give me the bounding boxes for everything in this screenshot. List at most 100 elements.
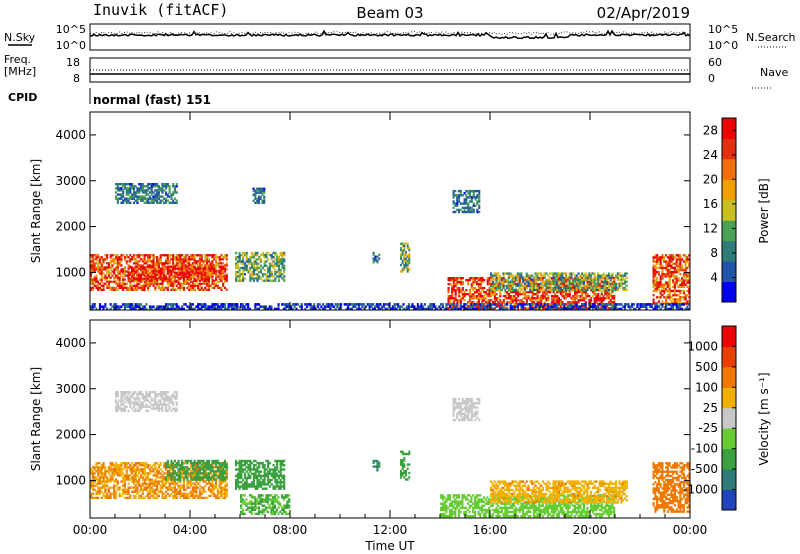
data-cell — [168, 271, 171, 274]
data-cell — [477, 285, 480, 288]
data-cell — [148, 258, 151, 261]
data-cell — [102, 305, 105, 308]
data-cell — [123, 474, 126, 477]
data-cell — [115, 286, 118, 289]
data-cell — [129, 260, 132, 263]
data-cell — [132, 256, 135, 259]
data-cell — [107, 266, 110, 269]
data-cell — [102, 478, 105, 481]
data-cell — [606, 307, 609, 310]
data-cell — [165, 275, 168, 278]
data-cell — [123, 278, 126, 281]
data-cell — [506, 291, 509, 294]
data-cell — [591, 272, 594, 275]
data-cell — [568, 280, 571, 283]
data-cell — [527, 282, 530, 285]
data-cell — [122, 278, 125, 281]
data-cell — [623, 272, 626, 275]
data-cell — [590, 286, 593, 289]
data-cell — [148, 187, 151, 190]
data-cell — [640, 303, 643, 306]
data-cell — [140, 468, 143, 471]
data-cell — [593, 288, 596, 291]
data-cell — [516, 288, 519, 291]
data-cell — [454, 279, 457, 282]
data-cell — [182, 288, 185, 291]
data-cell — [106, 286, 109, 289]
data-cell — [293, 303, 296, 306]
data-cell — [447, 303, 450, 306]
data-cell — [527, 303, 530, 306]
data-cell — [518, 274, 521, 277]
data-cell — [572, 280, 575, 283]
data-cell — [509, 297, 512, 300]
data-cell — [159, 488, 162, 491]
data-cell — [659, 256, 662, 259]
data-cell — [654, 268, 657, 272]
data-cell — [93, 262, 96, 265]
data-cell — [152, 258, 155, 261]
data-cell — [572, 285, 575, 288]
data-cell — [665, 300, 668, 303]
data-cell — [152, 496, 155, 499]
data-cell — [268, 305, 271, 308]
data-cell — [141, 187, 144, 190]
data-cell — [150, 271, 153, 274]
data-cell — [479, 303, 482, 306]
data-cell — [272, 256, 275, 259]
data-cell — [604, 282, 607, 285]
data-cell — [565, 285, 568, 288]
data-cell — [661, 285, 664, 288]
data-cell — [654, 287, 657, 291]
data-cell — [116, 305, 119, 308]
data-cell — [106, 280, 109, 283]
data-cell — [493, 274, 496, 277]
data-cell — [140, 470, 143, 473]
data-cell — [258, 256, 261, 259]
data-cell — [561, 280, 564, 283]
data-cell — [113, 474, 116, 477]
data-cell — [500, 280, 503, 283]
data-cell — [604, 291, 607, 294]
data-cell — [554, 299, 557, 302]
data-cell — [641, 303, 644, 306]
data-cell — [204, 266, 207, 269]
data-cell — [688, 289, 691, 293]
data-cell — [593, 280, 596, 283]
colorbar-tick-label: 12 — [703, 221, 718, 235]
data-cell — [532, 280, 535, 283]
data-cell — [451, 297, 454, 300]
data-cell — [115, 464, 118, 467]
data-cell — [98, 278, 101, 281]
data-cell — [123, 183, 126, 186]
data-cell — [295, 303, 298, 306]
data-cell — [652, 258, 655, 261]
data-cell — [236, 279, 239, 282]
data-cell — [679, 266, 682, 270]
data-cell — [256, 253, 259, 257]
data-cell — [132, 277, 135, 280]
data-cell — [279, 268, 282, 272]
data-cell — [93, 278, 96, 281]
data-cell — [482, 307, 485, 311]
data-cell — [681, 296, 684, 299]
data-cell — [584, 272, 587, 275]
data-cell — [497, 303, 500, 306]
data-cell — [456, 208, 459, 212]
data-cell — [318, 307, 321, 311]
data-cell — [141, 496, 144, 499]
data-cell — [478, 210, 481, 214]
data-cell — [251, 270, 254, 274]
data-cell — [154, 183, 157, 186]
data-cell — [132, 262, 135, 265]
data-cell — [515, 291, 518, 294]
data-cell — [478, 204, 481, 207]
data-cell — [161, 254, 164, 257]
data-cell — [161, 286, 164, 289]
data-cell — [154, 280, 157, 283]
data-cell — [572, 288, 575, 291]
data-cell — [474, 279, 477, 282]
data-cell — [123, 185, 126, 188]
data-cell — [618, 274, 621, 277]
data-cell — [148, 195, 151, 198]
